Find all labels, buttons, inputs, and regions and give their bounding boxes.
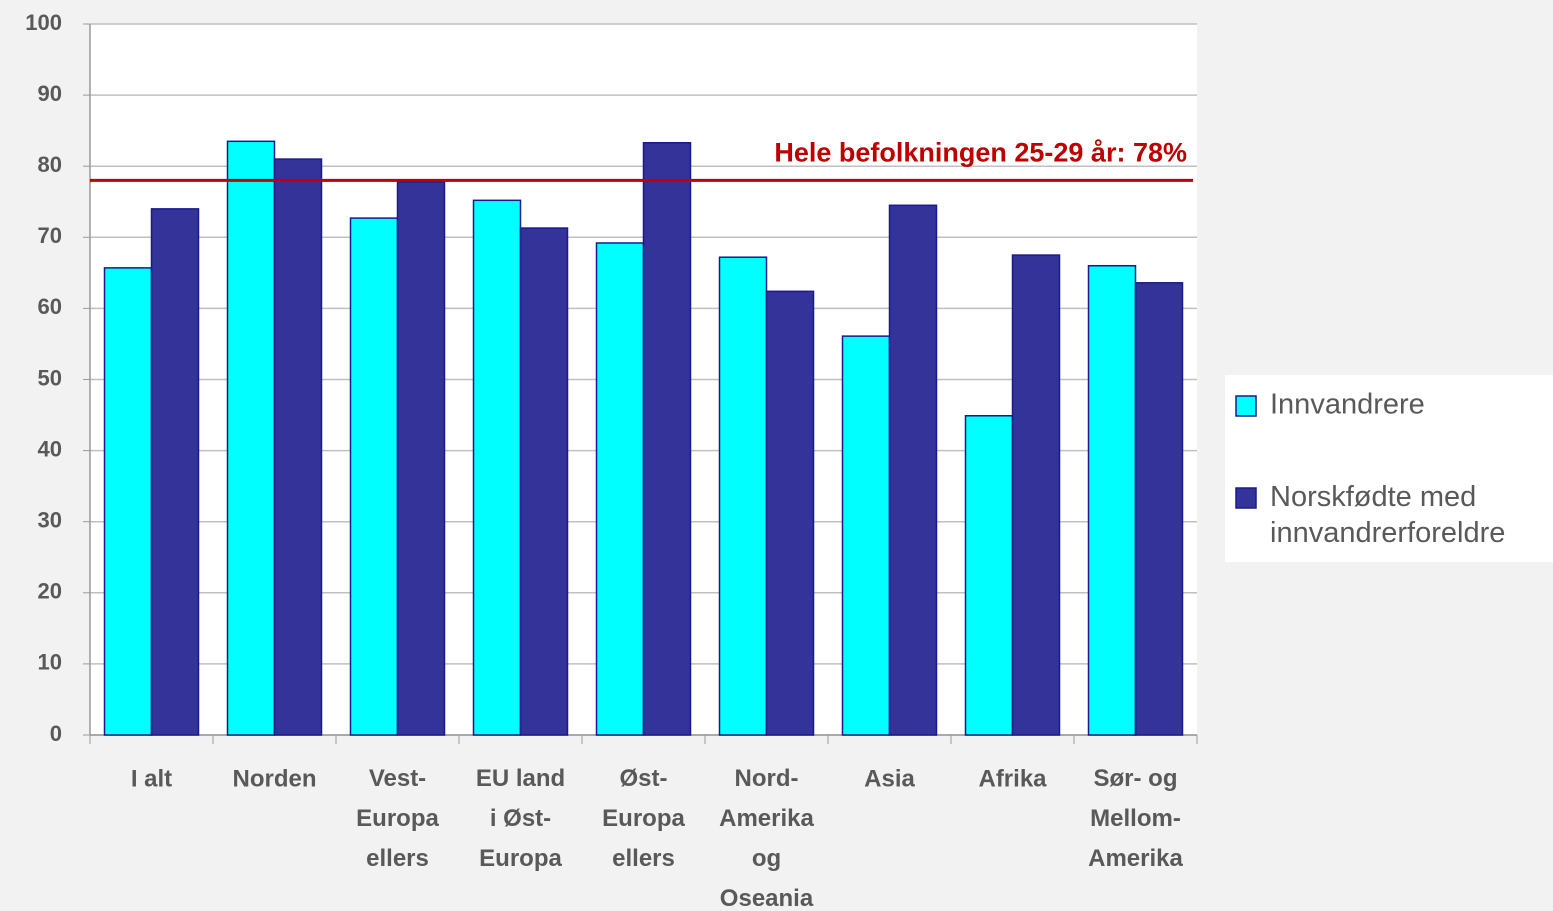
bar	[150, 208, 200, 736]
y-tick-label: 50	[38, 365, 62, 390]
x-tick-label: Vest-Europa ellers	[356, 765, 439, 872]
bar	[472, 199, 522, 736]
bar	[841, 335, 891, 736]
x-tick-label: Nord-Amerika og Oseania	[719, 765, 814, 911]
bar	[1134, 282, 1184, 736]
x-tick-label: I alt	[131, 765, 172, 792]
x-tick-label: Sør- og Mellom-Amerika	[1088, 765, 1183, 872]
x-tick-label: Asia	[864, 765, 915, 792]
bar	[642, 141, 692, 736]
y-tick-label: 20	[38, 579, 62, 604]
y-tick-label: 70	[38, 223, 62, 248]
bar	[349, 217, 399, 736]
x-tick-label: Afrika	[978, 765, 1047, 792]
y-tick-label: 100	[25, 10, 62, 35]
legend-label: Norskfødte med innvandrerforeldre	[1270, 481, 1505, 549]
y-tick-label: 0	[50, 721, 62, 746]
bar	[273, 158, 323, 736]
reference-label: Hele befolkningen 25-29 år: 78%	[774, 138, 1187, 168]
legend-box	[1225, 375, 1553, 562]
y-tick-label: 60	[38, 294, 62, 319]
bar	[519, 227, 569, 736]
legend-swatch	[1235, 487, 1257, 509]
bar	[1087, 264, 1137, 736]
bar	[103, 267, 153, 736]
x-tick-label: Øst-Europa ellers	[602, 765, 685, 872]
y-tick-label: 40	[38, 436, 62, 461]
y-tick-label: 80	[38, 152, 62, 177]
legend-swatch	[1235, 395, 1257, 417]
legend-label: Innvandrere	[1270, 389, 1425, 421]
bar	[595, 242, 645, 736]
bar	[226, 140, 276, 736]
y-tick-label: 10	[38, 650, 62, 675]
x-tick-label: EU land i Øst-Europa	[476, 765, 565, 872]
y-tick-label: 90	[38, 81, 62, 106]
bar	[1011, 254, 1061, 736]
bar	[718, 256, 768, 736]
x-tick-label: Norden	[233, 765, 317, 792]
bar	[396, 181, 446, 736]
bar	[765, 290, 815, 736]
bar	[888, 204, 938, 736]
bar	[964, 415, 1014, 736]
y-tick-label: 30	[38, 508, 62, 533]
